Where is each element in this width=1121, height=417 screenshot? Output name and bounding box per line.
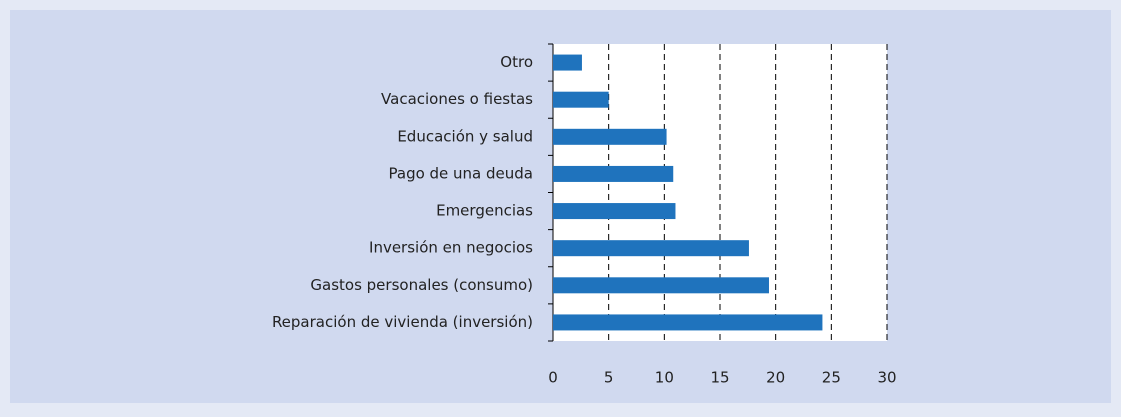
bar <box>553 128 667 145</box>
y-tick-label: Otro <box>500 53 533 71</box>
bar <box>553 314 823 331</box>
y-tick-label: Educación y salud <box>397 127 533 145</box>
bar <box>553 165 674 182</box>
x-tick-label: 25 <box>822 369 841 387</box>
bar <box>553 54 582 71</box>
y-tick-label: Emergencias <box>436 202 533 220</box>
x-tick-label: 15 <box>710 369 729 387</box>
bar <box>553 240 749 257</box>
bar <box>553 277 769 294</box>
bar <box>553 91 609 108</box>
x-tick-label: 0 <box>548 369 558 387</box>
bar <box>553 203 676 220</box>
x-tick-label: 5 <box>604 369 614 387</box>
y-tick-label: Reparación de vivienda (inversión) <box>272 313 533 331</box>
x-tick-label: 30 <box>877 369 896 387</box>
y-tick-label: Gastos personales (consumo) <box>310 276 533 294</box>
x-tick-label: 10 <box>655 369 674 387</box>
y-tick-label: Pago de una deuda <box>389 164 534 182</box>
y-tick-label: Vacaciones o fiestas <box>381 90 533 108</box>
x-tick-label: 20 <box>766 369 785 387</box>
y-tick-label: Inversión en negocios <box>369 239 533 257</box>
